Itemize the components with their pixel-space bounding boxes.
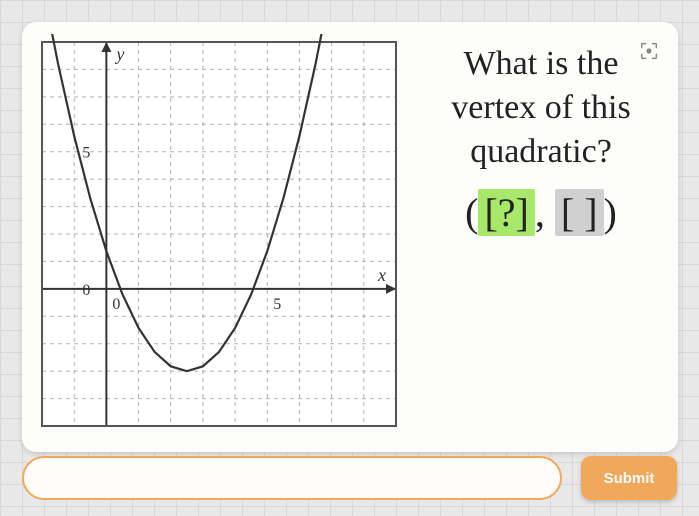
prompt-panel: What is the vertex of this quadratic? ([…: [404, 34, 660, 440]
question-card: y x 0 5 0 5 What is the vertex of this quadra…: [22, 22, 678, 452]
svg-text:5: 5: [82, 145, 90, 162]
answer-slot-y[interactable]: [ ]: [555, 189, 604, 236]
svg-text:0: 0: [82, 282, 90, 299]
answer-slot-x[interactable]: [?]: [478, 189, 534, 236]
question-line: quadratic?: [422, 130, 660, 174]
paren-close: ): [604, 190, 617, 235]
quadratic-chart: y x 0 5 0 5: [34, 34, 404, 434]
fullscreen-icon[interactable]: [638, 40, 660, 62]
question-line: vertex of this: [422, 86, 660, 130]
svg-text:0: 0: [112, 296, 120, 313]
svg-text:x: x: [377, 265, 386, 285]
svg-text:5: 5: [273, 296, 281, 313]
question-line: What is the: [422, 42, 660, 86]
paren-open: (: [465, 190, 478, 235]
answer-input[interactable]: [22, 456, 562, 500]
question-text: What is the vertex of this quadratic?: [422, 42, 660, 175]
submit-button[interactable]: Submit: [581, 456, 677, 500]
answer-comma: ,: [535, 190, 555, 235]
svg-text:y: y: [114, 44, 124, 64]
answer-template: ([?], [ ]): [422, 189, 660, 236]
chart-panel: y x 0 5 0 5: [34, 34, 404, 434]
